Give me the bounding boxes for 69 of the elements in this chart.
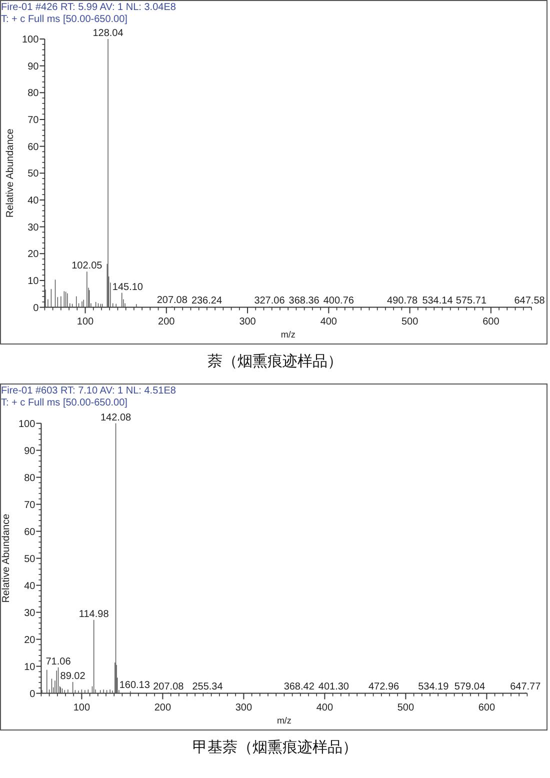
peak-label: 575.71 bbox=[456, 296, 487, 306]
y-axis-title: Relative Abundance bbox=[1, 513, 12, 603]
x-axis-title: m/z bbox=[280, 329, 296, 340]
y-tick-label: 70 bbox=[24, 500, 36, 511]
x-tick-label: 600 bbox=[482, 316, 500, 328]
y-tick-label: 60 bbox=[24, 526, 36, 538]
x-axis-title: m/z bbox=[276, 715, 292, 726]
peak-label: 327.06 bbox=[254, 296, 285, 306]
chart-subtitle: T: + c Full ms [50.00-650.00] bbox=[1, 14, 128, 25]
y-tick-label: 10 bbox=[28, 276, 40, 287]
peak-label: 472.96 bbox=[368, 682, 400, 692]
peak-label: 89.02 bbox=[60, 670, 86, 682]
peak-label: 400.76 bbox=[323, 296, 354, 306]
y-tick-label: 50 bbox=[28, 168, 40, 180]
x-tick-label: 200 bbox=[158, 316, 176, 328]
y-tick-label: 0 bbox=[33, 302, 40, 314]
peak-label: 255.34 bbox=[192, 682, 223, 692]
y-tick-label: 90 bbox=[28, 61, 40, 72]
peak-label: 534.19 bbox=[418, 682, 449, 692]
y-tick-label: 90 bbox=[24, 446, 36, 457]
peak-label: 207.08 bbox=[156, 295, 188, 306]
y-tick-label: 30 bbox=[28, 222, 40, 234]
peak-label: 647.77 bbox=[510, 682, 541, 692]
peak-label: 207.08 bbox=[153, 682, 184, 692]
peak-label: 114.98 bbox=[78, 608, 109, 620]
y-tick-label: 100 bbox=[22, 34, 40, 46]
peak-label: 647.58 bbox=[514, 296, 545, 306]
text: 甲基萘（烟熏痕迹样品） bbox=[192, 739, 358, 756]
peak-label: 236.24 bbox=[191, 296, 222, 306]
x-tick-label: 100 bbox=[76, 316, 94, 328]
y-tick-label: 40 bbox=[24, 580, 36, 592]
chart-title: Fire-01 #603 RT: 7.10 AV: 1 NL: 4.51E8 bbox=[1, 386, 176, 396]
peak-label: 142.08 bbox=[100, 412, 132, 424]
x-tick-label: 600 bbox=[478, 702, 496, 714]
y-tick-label: 80 bbox=[28, 88, 40, 100]
x-tick-label: 500 bbox=[401, 316, 419, 328]
peak-label: 368.36 bbox=[288, 296, 320, 306]
peak-label: 401.30 bbox=[318, 682, 350, 692]
peak-label: 490.78 bbox=[387, 296, 418, 306]
y-tick-label: 10 bbox=[24, 662, 36, 673]
text: 萘（烟熏痕迹样品） bbox=[208, 353, 342, 370]
peak-label: 145.10 bbox=[112, 282, 144, 293]
peak-label: 534.14 bbox=[422, 296, 453, 306]
x-tick-label: 100 bbox=[73, 702, 90, 714]
peak-label: 160.13 bbox=[119, 680, 150, 692]
y-tick-label: 60 bbox=[28, 142, 40, 153]
y-tick-label: 80 bbox=[24, 472, 36, 484]
x-tick-label: 300 bbox=[235, 702, 252, 714]
peak-label: 368.42 bbox=[284, 682, 314, 692]
x-tick-label: 500 bbox=[397, 702, 414, 714]
peak-label: 579.04 bbox=[454, 682, 486, 692]
y-tick-label: 70 bbox=[28, 114, 40, 126]
y-tick-label: 0 bbox=[30, 688, 36, 700]
y-tick-label: 20 bbox=[24, 634, 36, 646]
x-tick-label: 400 bbox=[316, 702, 334, 714]
y-tick-label: 100 bbox=[18, 418, 36, 430]
y-tick-label: 30 bbox=[24, 608, 36, 619]
y-tick-label: 40 bbox=[28, 195, 40, 206]
peak-label: 128.04 bbox=[92, 28, 124, 39]
y-axis-title: Relative Abundance bbox=[5, 128, 16, 218]
x-tick-label: 400 bbox=[320, 316, 338, 328]
y-tick-label: 20 bbox=[28, 249, 40, 260]
peak-label: 71.06 bbox=[46, 656, 71, 668]
peak-label: 102.05 bbox=[72, 260, 102, 272]
y-tick-label: 50 bbox=[24, 554, 36, 565]
x-tick-label: 200 bbox=[154, 702, 172, 714]
chart-subtitle: T: + c Full ms [50.00-650.00] bbox=[1, 398, 128, 408]
chart-title: Fire-01 #426 RT: 5.99 AV: 1 NL: 3.04E8 bbox=[1, 2, 176, 13]
x-tick-label: 300 bbox=[239, 316, 256, 328]
